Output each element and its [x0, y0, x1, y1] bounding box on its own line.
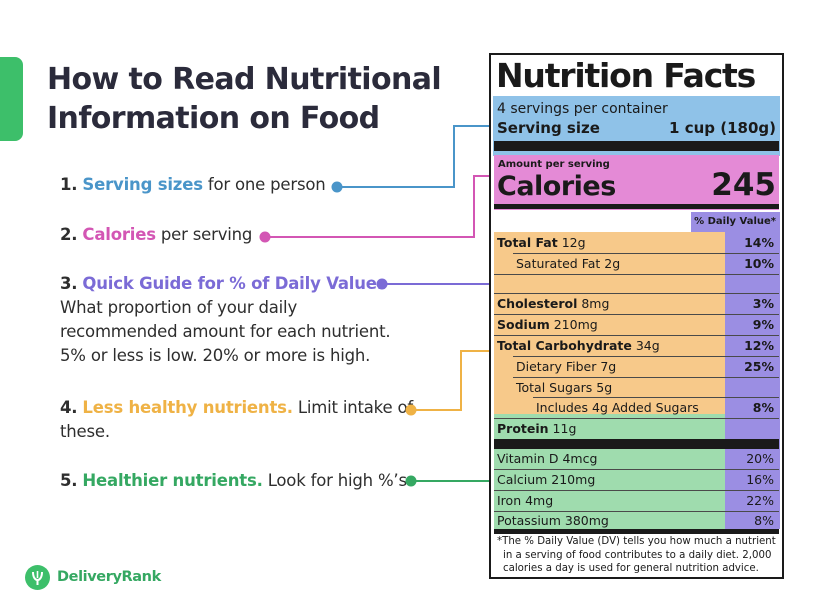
leaf-icon: [25, 565, 50, 590]
daily-value-column: [725, 232, 780, 529]
connector-serving-dot: [331, 181, 343, 193]
vitamin-row-vitamin-d: Vitamin D 4mcg 20%: [497, 451, 774, 466]
nutrient-row-total-fat: Total Fat 12g 14%: [497, 235, 774, 250]
row-divider: [494, 314, 779, 315]
thick-divider: [494, 141, 779, 151]
servings-per-container: 4 servings per container: [497, 101, 668, 117]
connector-daily-value-dot: [376, 278, 388, 290]
row-divider: [494, 274, 779, 275]
serving-size-label: Serving size: [497, 119, 600, 137]
step-daily-value-line3: 5% or less is low. 20% or more is high.: [60, 346, 371, 365]
connector-healthier-dot: [405, 475, 417, 487]
connector-calories-dot: [259, 231, 271, 243]
serving-size-value: 1 cup (180g): [669, 119, 776, 137]
amount-per-serving: Amount per serving: [498, 159, 610, 170]
daily-value-footnote: *The % Daily Value (DV) tells you how mu…: [497, 536, 776, 574]
row-divider: [494, 490, 779, 491]
vitamin-row-potassium: Potassium 380mg 8%: [497, 513, 774, 528]
nutrient-row-saturated-fat: Saturated Fat 2g 10%: [516, 256, 774, 271]
thick-divider: [494, 529, 779, 534]
brand-logo: DeliveryRank: [25, 565, 185, 591]
step-daily-value: 3. Quick Guide for % of Daily Value. Wha…: [60, 272, 391, 368]
row-divider: [494, 469, 779, 470]
less-healthy-band: [494, 232, 725, 414]
nutrient-row-protein: Protein 11g: [497, 421, 577, 436]
nutrition-facts-title: Nutrition Facts: [496, 56, 756, 95]
calories-value: 245: [711, 167, 776, 203]
row-divider: [513, 377, 779, 378]
connector-less-healthy-dot: [405, 404, 417, 416]
healthier-band: [494, 414, 725, 529]
step-healthier: 5. Healthier nutrients. Look for high %’…: [60, 471, 412, 490]
nutrition-facts-label: Nutrition Facts 4 servings per container…: [489, 53, 784, 579]
step-daily-value-line1: What proportion of your daily: [60, 298, 298, 317]
nutrient-row-added-sugars: Includes 4g Added Sugars 8%: [536, 400, 774, 415]
step-less-healthy: 4. Less healthy nutrients. Limit intake …: [60, 398, 413, 441]
accent-bar: [0, 57, 23, 141]
connector-less-healthy: [411, 350, 494, 411]
nutrient-row-cholesterol: Cholesterol 8mg 3%: [497, 296, 774, 311]
thick-divider: [494, 439, 779, 449]
row-divider: [494, 335, 779, 336]
row-divider: [513, 253, 779, 254]
nutrient-row-dietary-fiber: Dietary Fiber 7g 25%: [516, 359, 774, 374]
step-serving-sizes: 1. Serving sizes for one person: [60, 175, 326, 194]
page-title: How to Read Nutritional Information on F…: [47, 62, 442, 136]
nutrient-row-sodium: Sodium 210mg 9%: [497, 317, 774, 332]
row-divider: [513, 356, 779, 357]
nutrient-row-total-sugars: Total Sugars 5g: [516, 380, 613, 395]
vitamin-row-calcium: Calcium 210mg 16%: [497, 472, 774, 487]
row-divider: [494, 418, 779, 419]
calories-label: Calories: [497, 171, 616, 202]
row-divider: [494, 511, 779, 512]
vitamin-row-iron: Iron 4mg 22%: [497, 493, 774, 508]
step-calories: 2. Calories per serving: [60, 225, 253, 244]
connector-calories: [265, 175, 494, 238]
brand-name: DeliveryRank: [57, 569, 161, 585]
nutrient-row-total-carbohydrate: Total Carbohydrate 34g 12%: [497, 338, 774, 353]
connector-serving: [337, 125, 494, 188]
step-daily-value-line2: recommended amount for each nutrient.: [60, 322, 391, 341]
row-divider: [533, 397, 779, 398]
daily-value-header: % Daily Value*: [691, 212, 780, 232]
row-divider: [494, 293, 779, 294]
calories-divider: [494, 204, 779, 209]
calories-band: [494, 155, 779, 210]
